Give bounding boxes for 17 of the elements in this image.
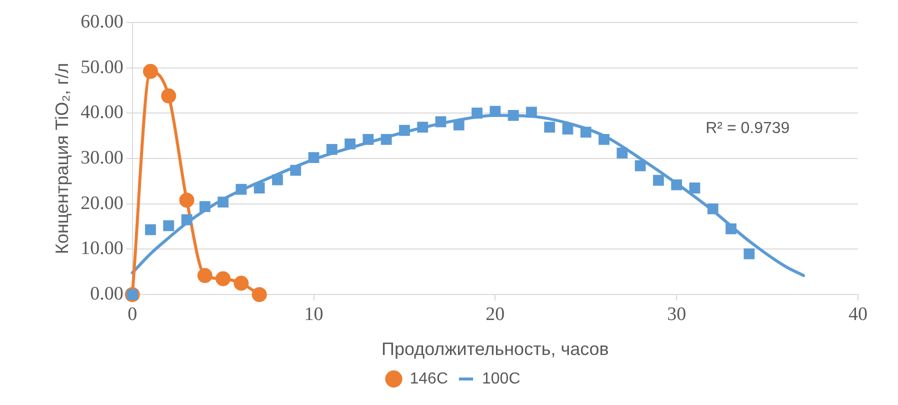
- y-tick-label: 20.00: [80, 192, 124, 214]
- y-axis-title: Концентрация TiO₂, г/л: [52, 62, 72, 254]
- x-tick-label: 40: [848, 304, 868, 325]
- legend-label: 100C: [482, 370, 520, 388]
- x-tick-label: 10: [304, 304, 324, 325]
- x-tick-label: 0: [128, 304, 138, 325]
- y-tick-label: 10.00: [80, 238, 124, 260]
- x-axis-title: Продолжительность, часов: [381, 339, 609, 360]
- annotation: R² = 0.9739: [706, 120, 790, 137]
- legend-label: 146C: [410, 370, 448, 388]
- x-tick-label: 20: [486, 304, 505, 325]
- y-tick-label: 60.00: [80, 11, 124, 32]
- y-tick-label: 30.00: [80, 147, 124, 168]
- y-tick-label: 0.00: [90, 284, 124, 305]
- x-tick-label: 30: [667, 304, 686, 325]
- y-tick-label: 50.00: [80, 56, 124, 78]
- y-tick-label: 40.00: [80, 102, 124, 124]
